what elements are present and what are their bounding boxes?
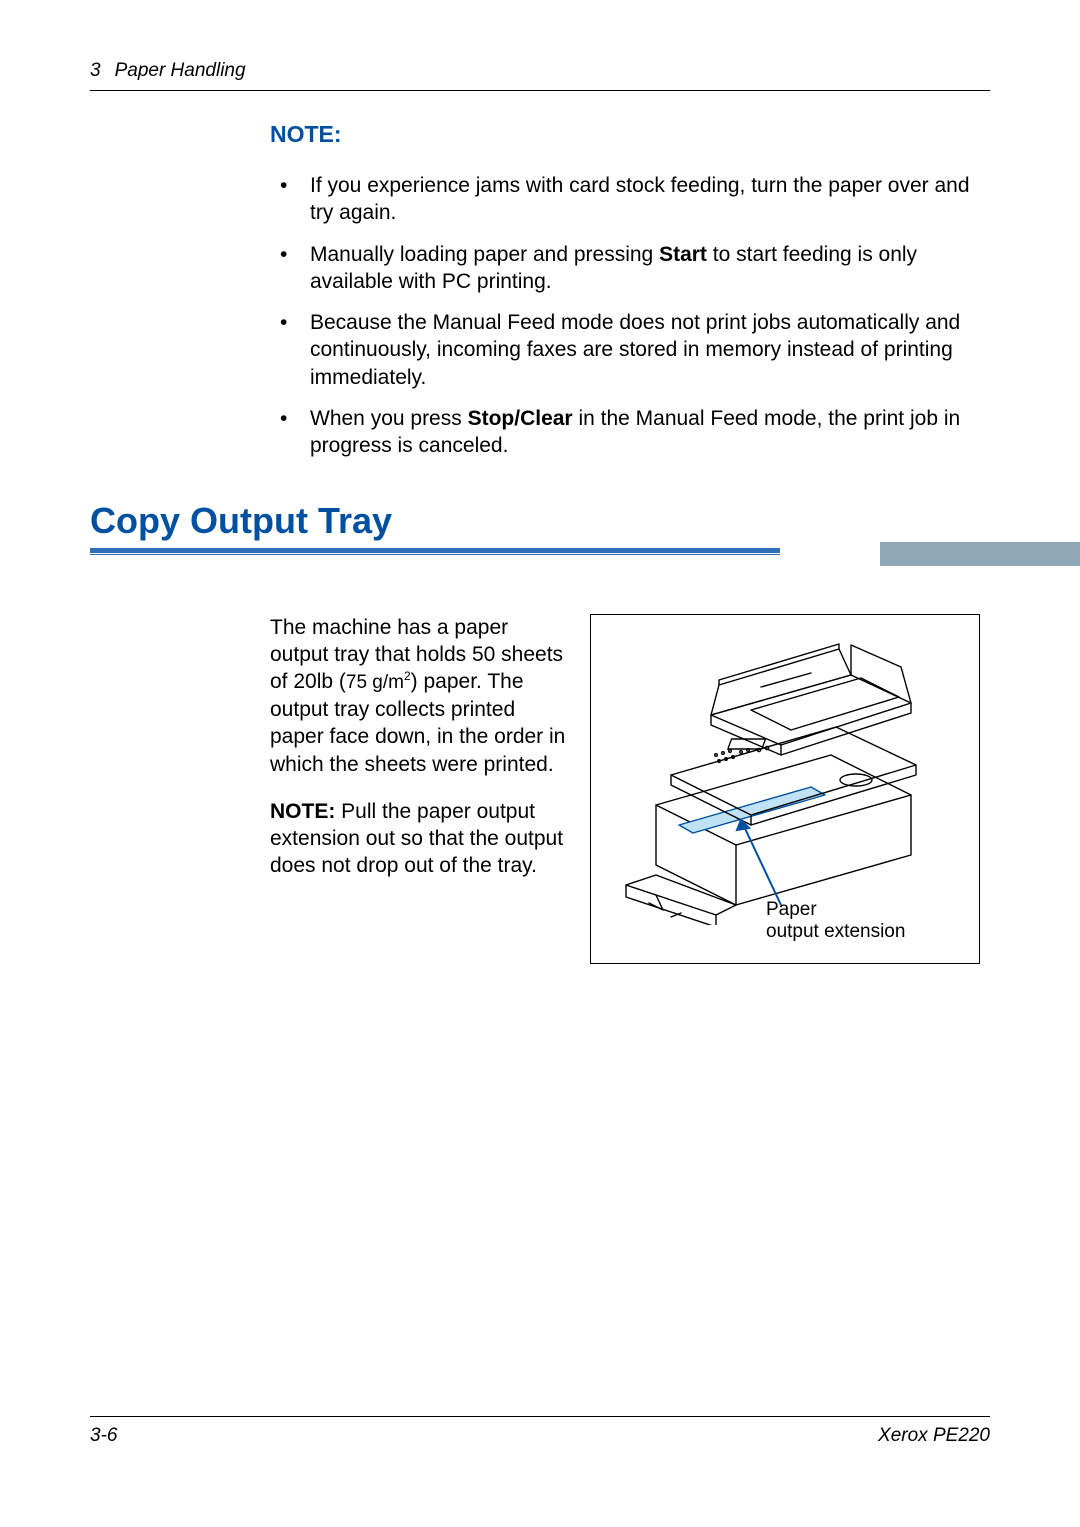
- page-number: 3-6: [90, 1425, 117, 1447]
- note-bold: Start: [659, 243, 707, 266]
- caption-line: output extension: [766, 921, 905, 942]
- note-text: If you experience jams with card stock f…: [310, 174, 970, 224]
- rule-tab: [880, 542, 1080, 566]
- rule-line: [90, 548, 780, 553]
- product-name: Xerox PE220: [878, 1425, 990, 1447]
- note-text: When you press: [310, 407, 468, 430]
- section-heading: Copy Output Tray: [90, 500, 990, 564]
- chapter-ref: 3 Paper Handling: [90, 60, 246, 81]
- note-bold: Stop/Clear: [468, 407, 573, 430]
- chapter-title: Paper Handling: [115, 60, 246, 81]
- section-title: Copy Output Tray: [90, 500, 990, 542]
- figure-caption: Paper output extension: [766, 899, 905, 945]
- note-text: Because the Manual Feed mode does not pr…: [310, 311, 960, 389]
- tray-section: The machine has a paper output tray that…: [270, 614, 980, 964]
- page-footer: 3-6 Xerox PE220: [90, 1416, 990, 1447]
- note-item: When you press Stop/Clear in the Manual …: [270, 405, 980, 460]
- caption-line: Paper: [766, 899, 817, 920]
- printer-icon: [601, 625, 931, 925]
- note-item: Because the Manual Feed mode does not pr…: [270, 309, 980, 391]
- note-label: NOTE:: [270, 121, 980, 148]
- tray-text: The machine has a paper output tray that…: [270, 614, 570, 964]
- text: 75 g/m: [346, 672, 404, 693]
- note-list: If you experience jams with card stock f…: [270, 172, 980, 460]
- chapter-number: 3: [90, 60, 101, 81]
- tray-note: NOTE: Pull the paper output extension ou…: [270, 798, 570, 880]
- page-header: 3 Paper Handling: [90, 60, 990, 91]
- note-item: If you experience jams with card stock f…: [270, 172, 980, 227]
- page: 3 Paper Handling NOTE: If you experience …: [0, 0, 1080, 1527]
- superscript: 2: [404, 669, 411, 683]
- note-item: Manually loading paper and pressing Star…: [270, 241, 980, 296]
- tray-para: The machine has a paper output tray that…: [270, 614, 570, 778]
- note-bold: NOTE:: [270, 800, 335, 823]
- figure: Paper output extension: [590, 614, 980, 964]
- section-rule: [90, 548, 990, 564]
- note-text: Manually loading paper and pressing: [310, 243, 659, 266]
- note-block: NOTE: If you experience jams with card s…: [270, 121, 980, 460]
